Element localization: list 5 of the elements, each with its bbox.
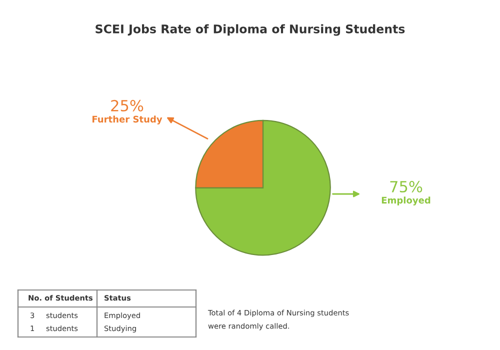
legend-label: Further Study xyxy=(92,116,162,124)
data-label: 75% xyxy=(390,180,422,192)
slice-label: Employed xyxy=(382,196,430,206)
data-label: 25% xyxy=(111,100,144,112)
chart-title: SCEI Jobs Rate of Diploma of Nursing Students xyxy=(96,24,405,36)
